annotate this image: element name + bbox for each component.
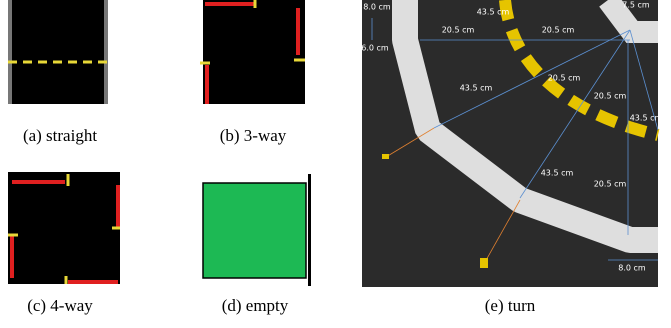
measurement-label: 20.5 cm xyxy=(442,26,475,35)
measurement-label: 43.5 cm xyxy=(460,84,493,93)
tile-straight xyxy=(8,0,108,118)
caption: (b) 3-way xyxy=(220,126,287,145)
figure: 8.0 cm43.5 cm20.5 cm20.5 cm7.5 cm6.0 cm4… xyxy=(0,0,671,328)
measurement-label: 20.5 cm xyxy=(542,26,575,35)
caption: (a) straight xyxy=(23,126,97,145)
measurement-label: 43.5 cm xyxy=(541,169,574,178)
caption: (d) empty xyxy=(222,296,289,315)
measurement-label: 43.5 cm xyxy=(477,8,510,17)
caption: (c) 4-way xyxy=(27,296,93,315)
caption: (e) turn xyxy=(485,296,536,315)
tile-4way xyxy=(8,172,120,284)
tile-3way xyxy=(200,0,305,118)
measurement-label: 6.0 cm xyxy=(361,44,389,53)
tile-empty xyxy=(200,174,312,286)
measurement-label: 7.5 cm xyxy=(622,1,650,10)
measurement-label: 20.5 cm xyxy=(548,74,581,83)
measurement-label: 43.5 cm xyxy=(630,114,663,123)
measurement-label: 8.0 cm xyxy=(618,264,646,273)
photo-turn xyxy=(362,0,658,287)
measurement-label: 20.5 cm xyxy=(594,180,627,189)
measurement-label: 8.0 cm xyxy=(363,3,391,12)
measurement-label: 20.5 cm xyxy=(594,92,627,101)
